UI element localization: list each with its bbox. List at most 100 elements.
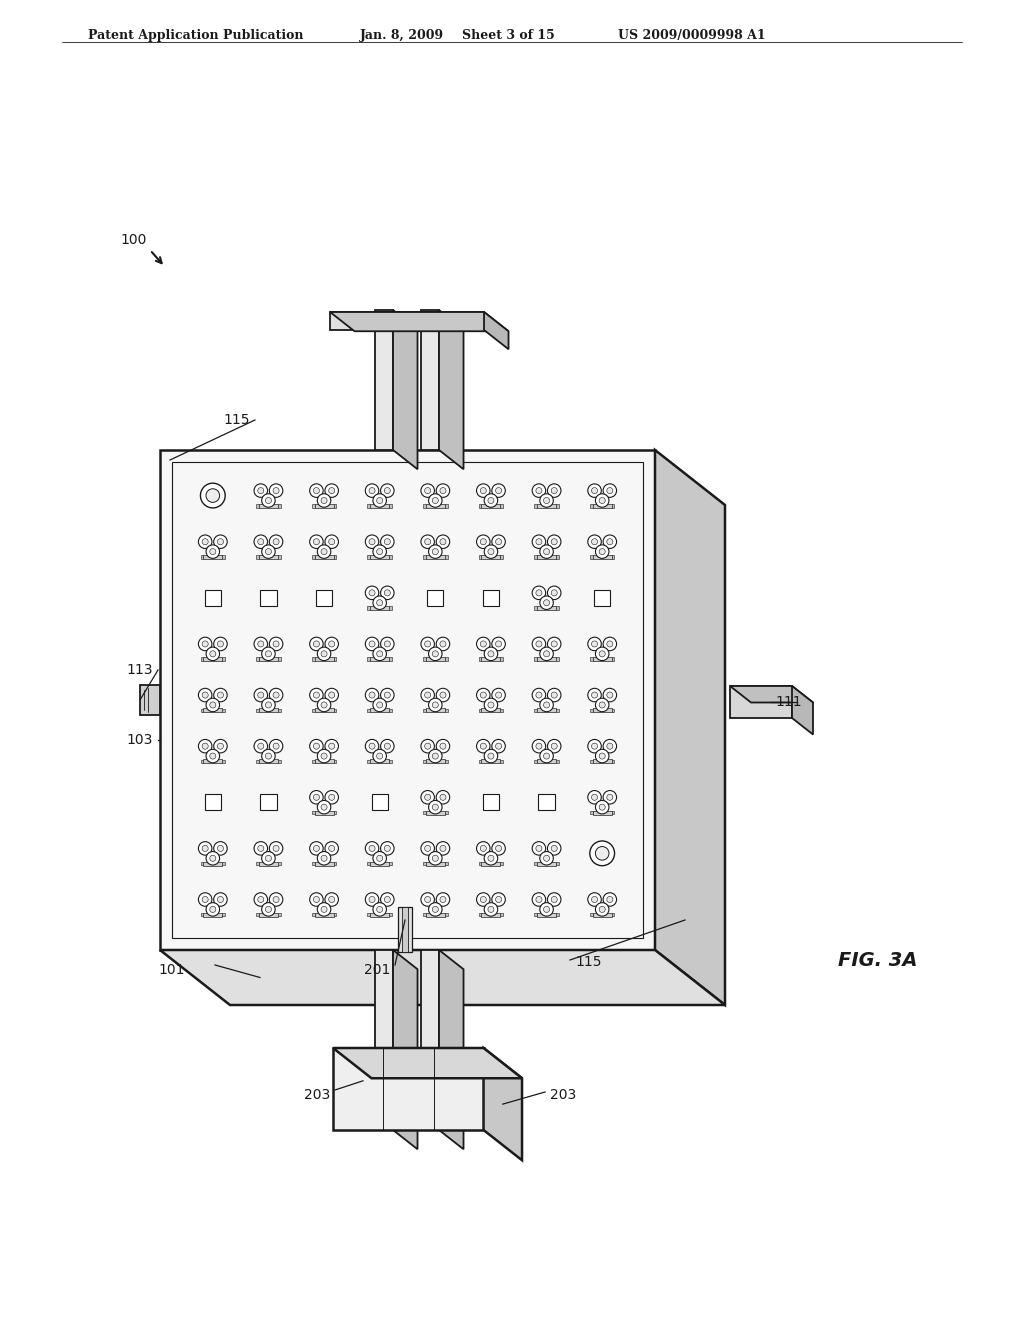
- Bar: [201, 913, 203, 916]
- Circle shape: [366, 892, 379, 907]
- Circle shape: [313, 487, 319, 494]
- Bar: [593, 759, 611, 763]
- Bar: [278, 504, 281, 507]
- Bar: [483, 795, 499, 810]
- Bar: [478, 862, 481, 866]
- Circle shape: [381, 586, 394, 599]
- Circle shape: [325, 535, 339, 549]
- Bar: [311, 709, 314, 711]
- Circle shape: [592, 487, 598, 494]
- Circle shape: [595, 903, 609, 916]
- Bar: [501, 556, 503, 558]
- Circle shape: [425, 743, 431, 750]
- Bar: [203, 912, 222, 917]
- Bar: [334, 657, 336, 661]
- Bar: [256, 862, 259, 866]
- Circle shape: [476, 688, 490, 702]
- Bar: [368, 760, 370, 763]
- Circle shape: [432, 855, 438, 862]
- Polygon shape: [439, 310, 464, 469]
- Circle shape: [590, 841, 614, 866]
- Bar: [535, 709, 537, 711]
- Bar: [611, 657, 614, 661]
- Circle shape: [440, 845, 446, 851]
- Circle shape: [436, 638, 450, 651]
- Bar: [203, 657, 222, 661]
- Circle shape: [329, 487, 335, 494]
- Bar: [314, 554, 334, 560]
- Bar: [334, 504, 336, 507]
- Circle shape: [551, 743, 557, 750]
- Text: 111: 111: [775, 696, 802, 709]
- Circle shape: [262, 750, 275, 763]
- Circle shape: [492, 638, 505, 651]
- Circle shape: [536, 539, 542, 545]
- Circle shape: [536, 590, 542, 595]
- Bar: [372, 795, 388, 810]
- Circle shape: [325, 842, 339, 855]
- Circle shape: [369, 539, 375, 545]
- Circle shape: [595, 846, 609, 861]
- Bar: [481, 709, 501, 713]
- Circle shape: [599, 752, 605, 759]
- Bar: [537, 912, 556, 917]
- Circle shape: [254, 842, 267, 855]
- Text: 201: 201: [364, 964, 390, 977]
- Circle shape: [369, 845, 375, 851]
- Circle shape: [425, 845, 431, 851]
- Circle shape: [262, 903, 275, 916]
- Circle shape: [487, 651, 494, 657]
- Bar: [389, 862, 392, 866]
- Circle shape: [269, 535, 283, 549]
- Circle shape: [329, 539, 335, 545]
- Circle shape: [551, 539, 557, 545]
- Bar: [535, 556, 537, 558]
- Polygon shape: [421, 310, 439, 450]
- Bar: [556, 862, 559, 866]
- Circle shape: [436, 484, 450, 498]
- Circle shape: [322, 549, 327, 554]
- Polygon shape: [160, 950, 725, 1005]
- Bar: [483, 590, 499, 606]
- Bar: [593, 912, 611, 917]
- Circle shape: [540, 698, 553, 711]
- Bar: [590, 760, 593, 763]
- Bar: [222, 657, 225, 661]
- Circle shape: [273, 692, 280, 698]
- Circle shape: [254, 739, 267, 752]
- Bar: [501, 657, 503, 661]
- Circle shape: [436, 535, 450, 549]
- Bar: [370, 709, 389, 713]
- Circle shape: [202, 642, 208, 647]
- Bar: [611, 810, 614, 814]
- Circle shape: [199, 688, 212, 702]
- Circle shape: [421, 842, 434, 855]
- Bar: [259, 554, 278, 560]
- Circle shape: [313, 642, 319, 647]
- Circle shape: [322, 855, 327, 862]
- Circle shape: [432, 804, 438, 810]
- Circle shape: [440, 692, 446, 698]
- Circle shape: [607, 539, 613, 545]
- Circle shape: [487, 752, 494, 759]
- Circle shape: [592, 896, 598, 903]
- Circle shape: [536, 896, 542, 903]
- Circle shape: [429, 851, 442, 865]
- Circle shape: [476, 535, 490, 549]
- Circle shape: [496, 743, 502, 750]
- Circle shape: [595, 545, 609, 558]
- Circle shape: [548, 739, 561, 752]
- Circle shape: [432, 498, 438, 503]
- Bar: [478, 760, 481, 763]
- Circle shape: [313, 795, 319, 800]
- Circle shape: [265, 702, 271, 708]
- Circle shape: [429, 903, 442, 916]
- Bar: [556, 913, 559, 916]
- Bar: [481, 554, 501, 560]
- Circle shape: [329, 845, 335, 851]
- Bar: [590, 709, 593, 711]
- Bar: [444, 810, 447, 814]
- Circle shape: [544, 498, 550, 503]
- Circle shape: [377, 752, 383, 759]
- Circle shape: [421, 484, 434, 498]
